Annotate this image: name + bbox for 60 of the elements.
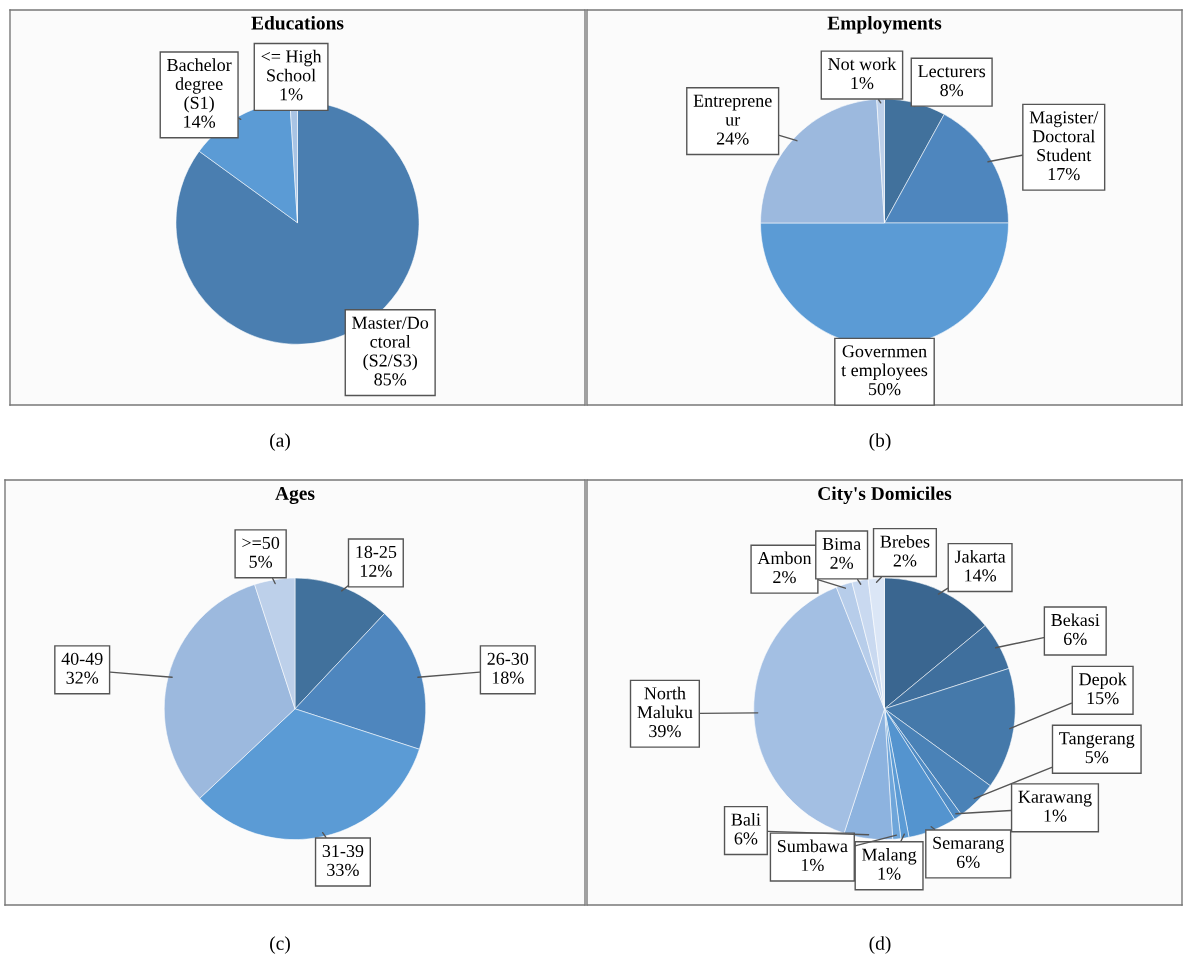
data-label: 50% (869, 382, 901, 396)
data-label: 1% (1044, 809, 1067, 822)
data-label: 85% (374, 373, 407, 386)
slice-label: Governmen t employees (841, 345, 928, 380)
data-label: 2% (893, 554, 917, 567)
data-label: 18% (492, 671, 524, 684)
slice-label: Tangerang (1059, 732, 1135, 749)
slice-label: Bima (822, 537, 861, 551)
data-label: 2% (773, 570, 796, 584)
slice-label: 31-39 (322, 844, 364, 858)
data-label: 14% (965, 569, 997, 582)
slice-label: 40-49 (61, 652, 103, 665)
data-label: 6% (734, 832, 758, 845)
data-label: 1% (851, 76, 874, 90)
text: (a) (270, 433, 290, 451)
slice-label: Bekasi (1051, 613, 1100, 627)
text: (b) (869, 433, 891, 451)
slice-label: Brebes (880, 534, 930, 548)
chart-title: Employments (827, 15, 942, 34)
data-label: 1% (801, 858, 824, 872)
data-label: 14% (184, 115, 216, 128)
slice-label: Lecturers (918, 65, 986, 78)
slice-label: Bali (731, 812, 761, 826)
chart-title: Ages (275, 486, 315, 505)
slice-label: Bachelor degree (S1) (167, 58, 232, 113)
slice-label: North Maluku (637, 686, 693, 719)
slice-label: Depok (1079, 672, 1127, 690)
data-label: 15% (1087, 692, 1119, 705)
data-label: 39% (649, 724, 681, 738)
data-label: 1% (878, 867, 901, 880)
data-label: 33% (327, 863, 359, 877)
slice-label: >=50 (242, 536, 280, 549)
slice-label: Ambon (757, 551, 812, 565)
slice-label: Semarang (933, 836, 1004, 853)
data-label: 12% (360, 564, 392, 577)
slice-label: Master/Do ctoral (S2/S3) (352, 316, 429, 371)
chart-title: Educations (251, 15, 344, 30)
text: (d) (869, 936, 891, 954)
data-label: 8% (940, 83, 964, 97)
slice-label: 26-30 (487, 652, 529, 665)
data-label: 17% (1048, 167, 1080, 181)
slice-label: Magister/ Doctoral Student (1029, 111, 1099, 162)
slice-label: 18-25 (356, 545, 397, 559)
data-label: 2% (830, 556, 854, 569)
slice-label: Malang (862, 848, 917, 865)
data-label: 5% (249, 555, 273, 568)
data-label: 24% (716, 132, 749, 145)
data-label: 5% (1085, 751, 1109, 764)
data-label: 6% (956, 855, 980, 868)
data-label: 32% (66, 671, 99, 684)
data-label: 6% (1064, 632, 1087, 646)
slice-label: Not work (828, 57, 897, 71)
slice-label: Jakarta (954, 549, 1006, 563)
slice-label: Sumbawa (777, 839, 848, 853)
slice-label: Karawang (1018, 790, 1092, 807)
chart-title: City's Domiciles (818, 486, 952, 505)
data-label: 1% (280, 88, 303, 101)
text: (c) (270, 936, 290, 954)
slice-label: Entreprene ur (693, 94, 772, 126)
slice-label: <= High School (261, 49, 322, 82)
